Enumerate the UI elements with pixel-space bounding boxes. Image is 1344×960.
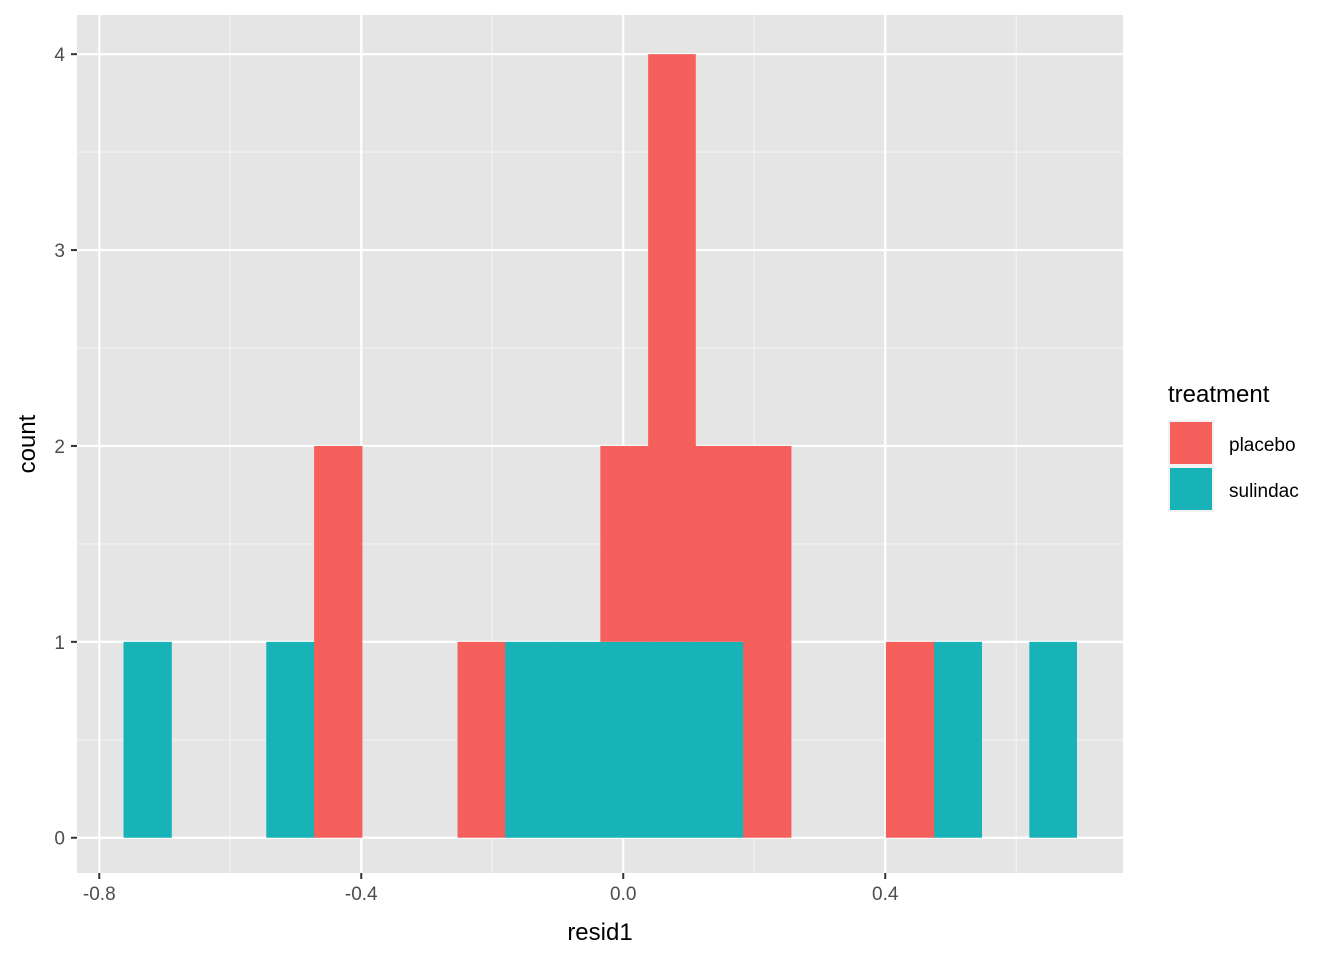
bar-placebo bbox=[600, 445, 649, 642]
legend: treatment placebo sulindac bbox=[1168, 381, 1299, 512]
x-tick-label: -0.8 bbox=[83, 884, 116, 905]
y-tick-label: 1 bbox=[54, 633, 65, 654]
bar-sulindac bbox=[552, 641, 601, 838]
legend-label-placebo: placebo bbox=[1229, 435, 1296, 456]
bar-sulindac bbox=[695, 641, 744, 838]
bar-sulindac bbox=[1029, 641, 1077, 838]
bars bbox=[123, 54, 1077, 838]
bar-sulindac bbox=[504, 641, 554, 838]
bar-placebo bbox=[743, 445, 792, 838]
legend-title: treatment bbox=[1168, 381, 1270, 408]
y-tick-label: 3 bbox=[54, 241, 65, 262]
bar-sulindac bbox=[266, 641, 315, 838]
bar-placebo bbox=[457, 641, 506, 838]
legend-label-sulindac: sulindac bbox=[1229, 481, 1299, 502]
axes: -0.8 -0.4 0.0 0.4 0 1 2 3 4 bbox=[54, 45, 898, 905]
legend-key-placebo bbox=[1170, 422, 1212, 464]
bar-placebo bbox=[648, 54, 696, 642]
bar-placebo bbox=[314, 445, 363, 838]
y-tick-label: 2 bbox=[54, 437, 65, 458]
bar-placebo bbox=[695, 445, 744, 642]
x-tick-label: -0.4 bbox=[345, 884, 378, 905]
x-tick-label: 0.0 bbox=[610, 884, 636, 905]
x-axis-label: resid1 bbox=[567, 919, 632, 946]
y-tick-label: 0 bbox=[54, 829, 65, 850]
bar-sulindac bbox=[648, 641, 696, 838]
y-tick-label: 4 bbox=[54, 45, 65, 66]
legend-key-sulindac bbox=[1170, 468, 1212, 510]
y-axis-label: count bbox=[14, 414, 41, 473]
x-tick-label: 0.4 bbox=[872, 884, 899, 905]
bar-sulindac bbox=[600, 641, 649, 838]
bar-sulindac bbox=[933, 641, 983, 838]
bar-placebo bbox=[885, 641, 935, 838]
bar-sulindac bbox=[123, 641, 172, 838]
